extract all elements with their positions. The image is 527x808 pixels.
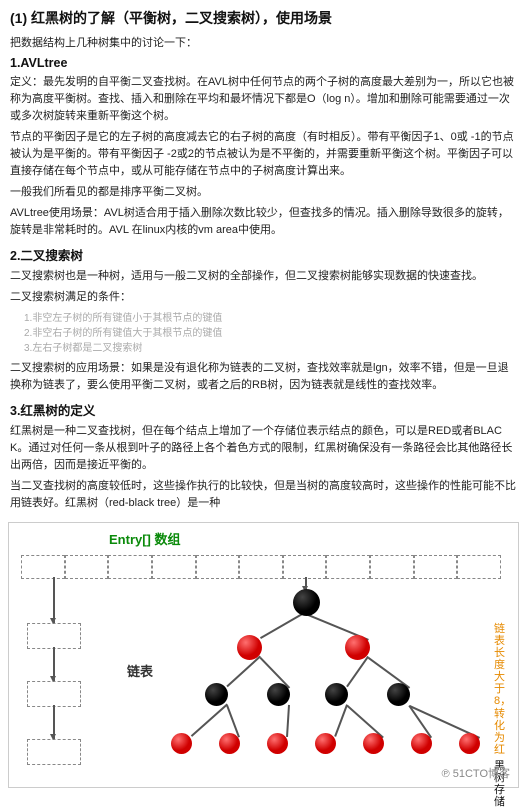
s3-p1: 红黑树是一种二叉查找树，但在每个结点上增加了一个存储位表示结点的颜色，可以是RE… (10, 423, 517, 474)
document-content: (1) 红黑树的了解（平衡树，二叉搜索树），使用场景 把数据结构上几种树集中的讨… (0, 0, 527, 518)
section-3-heading: 3.红黑树的定义 (10, 400, 517, 419)
tree-edge (287, 705, 290, 737)
red-node (363, 733, 384, 754)
black-node (293, 589, 320, 616)
list-node-box (27, 681, 81, 707)
cond-2: 2.非空右子树的所有键值大于其根节点的键值 (24, 326, 517, 341)
tree-edge (191, 704, 228, 737)
red-node (459, 733, 480, 754)
black-node (387, 683, 410, 706)
section-2-heading: 2.二叉搜索树 (10, 245, 517, 264)
red-node (237, 635, 262, 660)
section-1-heading: 1.AVLtree (10, 56, 517, 70)
red-node (345, 635, 370, 660)
arrow-icon (53, 705, 55, 739)
tree-edge (335, 704, 348, 737)
array-cell (370, 555, 414, 579)
red-node (171, 733, 192, 754)
black-node (267, 683, 290, 706)
s2-p2: 二叉搜索树满足的条件： (10, 289, 517, 306)
arrow-icon (53, 647, 55, 681)
intro-text: 把数据结构上几种树集中的讨论一下： (10, 34, 517, 50)
tree-edge (347, 656, 369, 687)
array-cell (108, 555, 152, 579)
s2-conditions: 1.非空左子树的所有键值小于其根节点的键值 2.非空右子树的所有键值大于其根节点… (24, 311, 517, 356)
array-cell (283, 555, 327, 579)
tree-edge (347, 705, 384, 738)
array-cell (196, 555, 240, 579)
s2-p1: 二叉搜索树也是一种树，适用与一般二叉树的全部操作，但二叉搜索树能够实现数据的快速… (10, 268, 517, 285)
red-node (267, 733, 288, 754)
main-title: (1) 红黑树的了解（平衡树，二叉搜索树），使用场景 (10, 8, 517, 28)
cond-3: 3.左右子树都是二叉搜索树 (24, 341, 517, 356)
array-cell (414, 555, 458, 579)
list-node-box (27, 739, 81, 765)
red-node (315, 733, 336, 754)
array-cell (239, 555, 283, 579)
list-node-box (27, 623, 81, 649)
s1-p4: AVLtree使用场景：AVL树适合用于插入删除次数比较少，但查找多的情况。插入… (10, 205, 517, 239)
s3-p2: 当二叉查找树的高度较低时，这些操作执行的比较快，但是当树的高度较高时，这些操作的… (10, 478, 517, 512)
linked-list-label: 链表 (127, 661, 153, 680)
s1-p2: 节点的平衡因子是它的左子树的高度减去它的右子树的高度（有时相反）。带有平衡因子1… (10, 129, 517, 180)
s1-p1: 定义：最先发明的自平衡二叉查找树。在AVL树中任何节点的两个子树的高度最大差别为… (10, 74, 517, 125)
watermark: ℗ 51CTO博客 (442, 765, 510, 781)
black-node (325, 683, 348, 706)
array-cell (152, 555, 196, 579)
array-cell (21, 555, 65, 579)
s2-p3: 二叉搜索树的应用场景：如果是没有退化称为链表的二叉树，查找效率就是lgn，效率不… (10, 360, 517, 394)
red-node (411, 733, 432, 754)
arrow-icon (53, 577, 55, 623)
rbtree-diagram: Entry[] 数组 链表 链表长度大于8，转化为红 黑树存储 ℗ 51CTO博… (8, 522, 519, 788)
cond-1: 1.非空左子树的所有键值小于其根节点的键值 (24, 311, 517, 326)
array-cell (326, 555, 370, 579)
entry-array-label: Entry[] 数组 (109, 529, 181, 548)
array-cell (65, 555, 109, 579)
tree-edge (260, 612, 306, 639)
s1-p3: 一般我们所看见的都是排序平衡二叉树。 (10, 184, 517, 201)
black-node (205, 683, 228, 706)
array-cell (457, 555, 501, 579)
tree-edge (227, 656, 261, 687)
red-node (219, 733, 240, 754)
